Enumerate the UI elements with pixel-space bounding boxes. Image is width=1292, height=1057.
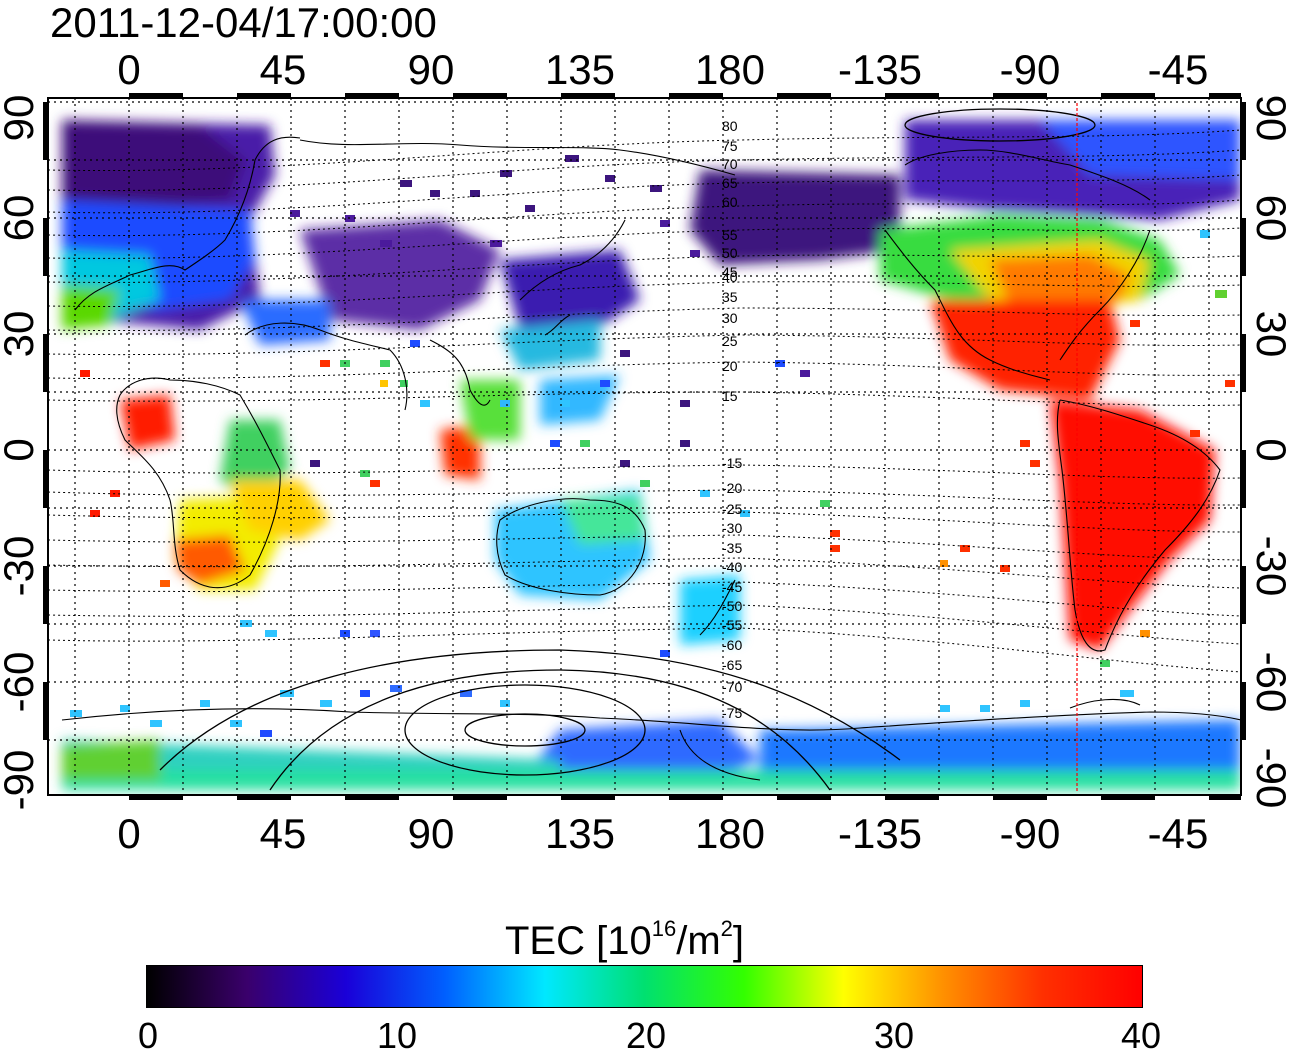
contour-label: -25	[722, 501, 742, 517]
contour-label: 70	[722, 156, 738, 172]
contour-label: 65	[722, 175, 738, 191]
lon-ticks-bottom: 0 45 90 135 180 -135 -90 -45	[117, 810, 1208, 857]
contour-labels-north: 80 75 70 65 60 55 50 45 40 35 30 25 20 1…	[722, 118, 738, 404]
lat-tick-label: -90	[1248, 748, 1292, 809]
contour-label: 60	[722, 194, 738, 210]
contour-label: -15	[722, 455, 742, 471]
contour-label: -35	[722, 540, 742, 556]
lon-tick-label: -135	[838, 46, 922, 93]
lat-tick-label: 90	[1248, 95, 1292, 142]
contour-label: 55	[722, 227, 738, 243]
lat-tick-label: -30	[0, 536, 42, 597]
colorbar-tick-label: 10	[376, 1015, 418, 1056]
lat-ticks-left: 90 60 30 0 -30 -60 -90	[0, 95, 42, 811]
lon-ticks-top: 0 45 90 135 180 -135 -90 -45	[117, 46, 1208, 93]
lat-tick-label: -90	[0, 750, 42, 811]
contour-label: -30	[722, 520, 742, 536]
contour-label: -60	[722, 637, 742, 653]
timestamp-title: 2011-12-04/17:00:00	[50, 0, 437, 46]
auroral-contours	[159, 108, 1096, 791]
colorbar-title-suffix: ]	[732, 919, 745, 963]
contour-label: -20	[722, 480, 742, 496]
contour-label: 75	[722, 138, 738, 154]
contour-label: -75	[722, 705, 742, 721]
colorbar-tick-label: 40	[1120, 1015, 1162, 1056]
contour-label: -65	[722, 657, 742, 673]
tec-colorbar	[146, 965, 1143, 1008]
coastlines	[61, 136, 1241, 781]
contour-label: 50	[722, 245, 738, 261]
lon-tick-label: 180	[695, 46, 765, 93]
lon-tick-label: -90	[1000, 810, 1061, 857]
lon-tick-label: 90	[408, 46, 455, 93]
colorbar-tick-label: 30	[873, 1015, 915, 1056]
lat-tick-label: 30	[1248, 311, 1292, 358]
lon-tick-label: -45	[1148, 810, 1209, 857]
contour-label: 35	[722, 289, 738, 305]
plot-frame	[47, 97, 1242, 796]
lat-tick-label: 60	[0, 195, 42, 242]
tec-data-layer	[62, 120, 1240, 790]
lon-tick-label: 0	[117, 810, 140, 857]
lat-tick-label: 0	[1248, 438, 1292, 461]
lon-tick-label: -90	[1000, 46, 1061, 93]
lon-tick-label: 0	[117, 46, 140, 93]
contour-label: -40	[722, 559, 742, 575]
contour-label: -70	[722, 679, 742, 695]
lat-tick-label: -60	[1248, 652, 1292, 713]
lat-tick-label: -30	[1248, 536, 1292, 597]
lon-tick-label: -45	[1148, 46, 1209, 93]
colorbar-title: TEC [1016/m2]	[505, 906, 744, 964]
contour-label: 30	[722, 310, 738, 326]
contour-label: -45	[722, 579, 742, 595]
contour-label: -55	[722, 617, 742, 633]
lat-tick-label: 60	[1248, 195, 1292, 242]
contour-label: 25	[722, 333, 738, 349]
lat-tick-label: 0	[0, 438, 42, 461]
colorbar-title-unit-exponent: 2	[720, 916, 733, 941]
colorbar-title-unit: /m	[676, 919, 721, 963]
lat-ticks-right: 90 60 30 0 -30 -60 -90	[1248, 95, 1292, 809]
lat-tick-label: 90	[0, 95, 42, 142]
contour-label: 80	[722, 118, 738, 134]
lon-tick-label: 135	[545, 46, 615, 93]
contour-label: 20	[722, 358, 738, 374]
colorbar-title-exponent: 16	[651, 916, 677, 941]
lon-tick-label: 45	[260, 46, 307, 93]
lat-tick-label: -60	[0, 652, 42, 713]
colorbar-tick-label: 20	[625, 1015, 667, 1056]
colorbar-title-prefix: TEC [10	[505, 919, 652, 963]
contour-label: 40	[722, 269, 738, 285]
contour-labels-south: -15 -20 -25 -30 -35 -40 -45 -50 -55 -60 …	[722, 455, 742, 721]
colorbar-tick-label: 0	[137, 1015, 159, 1056]
contour-label: 45	[722, 264, 738, 280]
lat-tick-label: 30	[0, 311, 42, 358]
lon-tick-label: 180	[695, 810, 765, 857]
contour-label: 15	[722, 388, 738, 404]
magnetic-latitude-contours	[48, 129, 1241, 673]
lon-tick-label: -135	[838, 810, 922, 857]
contour-label: -50	[722, 598, 742, 614]
tec-world-map: 80 75 70 65 60 55 50 45 40 35 30 25 20 1…	[0, 46, 1292, 857]
lon-tick-label: 45	[260, 810, 307, 857]
frame-ticks	[43, 93, 1246, 800]
lon-tick-label: 90	[408, 810, 455, 857]
lon-tick-label: 135	[545, 810, 615, 857]
